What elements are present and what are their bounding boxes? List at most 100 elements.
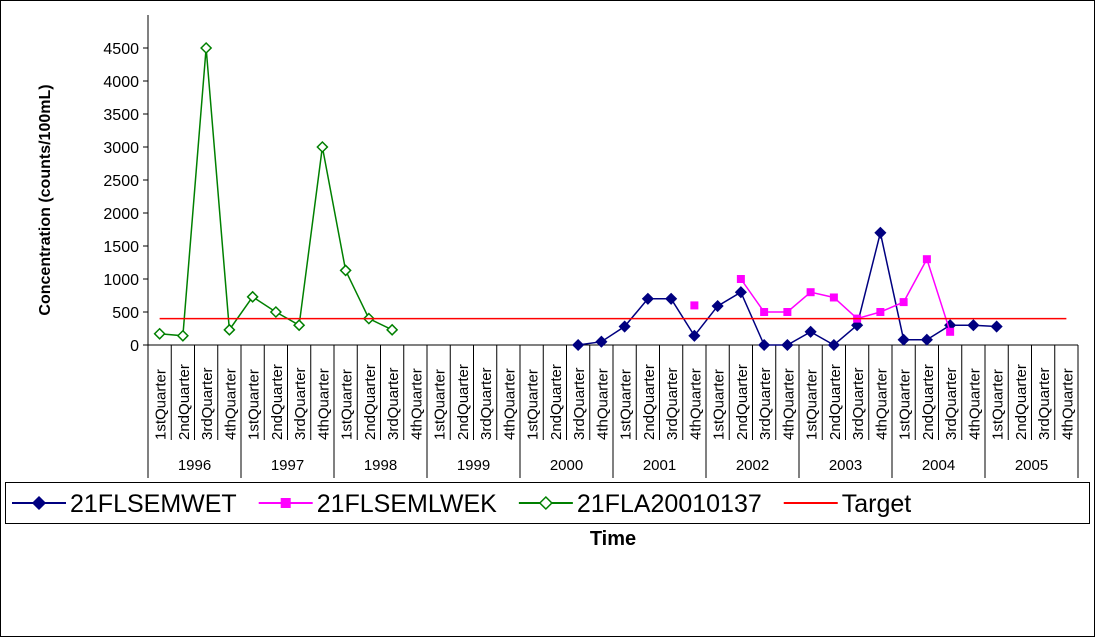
data-point	[922, 255, 931, 264]
year-label: 2005	[1015, 457, 1048, 474]
data-point	[176, 329, 189, 342]
x-tick-label: 2ndQuarter	[1013, 364, 1030, 440]
x-tick-label: 2ndQuarter	[269, 364, 286, 440]
data-point	[246, 290, 259, 303]
data-point	[760, 308, 769, 316]
legend-label: 21FLSEMWET	[70, 490, 237, 518]
year-label: 1997	[271, 457, 304, 474]
y-tick-label: 1000	[103, 272, 139, 289]
data-point	[688, 329, 701, 342]
y-tick-label: 3500	[103, 107, 139, 124]
year-label: 2000	[550, 457, 583, 474]
year-label: 2004	[922, 457, 955, 474]
data-point	[153, 327, 166, 340]
data-point	[946, 327, 955, 336]
y-tick-label: 500	[112, 305, 139, 322]
x-tick-label: 1stQuarter	[804, 369, 821, 440]
x-tick-label: 3rdQuarter	[571, 367, 588, 440]
x-tick-label: 2ndQuarter	[827, 364, 844, 440]
data-point	[386, 323, 399, 336]
data-point	[665, 292, 678, 305]
data-point	[920, 333, 933, 346]
data-point	[572, 338, 585, 352]
legend-marker	[538, 495, 553, 511]
x-tick-label: 2ndQuarter	[176, 364, 193, 440]
data-point	[316, 140, 329, 154]
x-tick-label: 4thQuarter	[222, 368, 239, 440]
x-tick-label: 1stQuarter	[990, 369, 1007, 440]
year-label: 2001	[643, 457, 676, 474]
x-tick-label: 2ndQuarter	[641, 364, 658, 440]
x-tick-label: 1stQuarter	[153, 369, 170, 440]
data-point	[223, 323, 236, 336]
data-point	[293, 319, 306, 332]
data-point	[641, 292, 654, 305]
y-tick-label: 4500	[103, 41, 139, 58]
y-tick-label: 3000	[103, 140, 139, 157]
data-point	[990, 320, 1003, 333]
x-tick-label: 3rdQuarter	[478, 367, 495, 440]
data-point	[829, 293, 838, 302]
y-tick-label: 4000	[103, 74, 139, 91]
x-tick-label: 3rdQuarter	[199, 367, 216, 440]
x-tick-label: 3rdQuarter	[385, 367, 402, 440]
legend-marker	[31, 495, 47, 511]
x-tick-label: 1stQuarter	[618, 369, 635, 440]
x-tick-label: 4thQuarter	[780, 368, 797, 440]
x-tick-label: 4thQuarter	[408, 368, 425, 440]
data-point	[618, 320, 631, 333]
data-point	[595, 335, 608, 348]
data-point	[339, 264, 352, 277]
data-point	[711, 299, 724, 313]
x-tick-label: 4thQuarter	[594, 368, 611, 440]
x-tick-label: 3rdQuarter	[292, 367, 309, 440]
x-tick-label: 2ndQuarter	[455, 364, 472, 440]
data-point	[783, 308, 792, 316]
data-point	[781, 338, 794, 352]
data-point	[806, 288, 815, 297]
x-tick-label: 3rdQuarter	[850, 367, 867, 440]
data-point	[967, 319, 980, 332]
x-tick-label: 1stQuarter	[432, 369, 449, 440]
x-tick-label: 4thQuarter	[1059, 368, 1076, 440]
data-point	[827, 338, 840, 352]
legend-label: 21FLSEMLWEK	[317, 490, 497, 518]
x-tick-label: 4thQuarter	[501, 368, 518, 440]
x-tick-label: 2ndQuarter	[548, 364, 565, 440]
x-tick-label: 1stQuarter	[897, 369, 914, 440]
legend-marker	[280, 498, 291, 508]
data-point	[758, 338, 771, 352]
x-tick-label: 3rdQuarter	[943, 367, 960, 440]
data-point	[899, 298, 908, 307]
data-point	[874, 226, 887, 239]
y-tick-label: 2500	[103, 173, 139, 190]
year-label: 2002	[736, 457, 769, 474]
legend-label: Target	[842, 490, 912, 518]
y-axis-label: Concentration (counts/100mL)	[37, 84, 54, 315]
year-label: 1998	[364, 457, 397, 474]
x-tick-label: 2ndQuarter	[362, 364, 379, 440]
data-point	[690, 301, 699, 310]
x-tick-label: 1stQuarter	[525, 369, 542, 440]
x-axis-label: Time	[590, 528, 636, 550]
data-point	[897, 333, 910, 346]
legend-label: 21FLA20010137	[577, 490, 762, 518]
data-point	[734, 286, 747, 299]
x-tick-label: 1stQuarter	[339, 369, 356, 440]
x-tick-label: 4thQuarter	[315, 368, 332, 440]
y-tick-label: 2000	[103, 206, 139, 223]
year-label: 1996	[178, 457, 211, 474]
data-point	[200, 41, 213, 55]
x-tick-label: 4thQuarter	[687, 368, 704, 440]
x-tick-label: 3rdQuarter	[757, 367, 774, 440]
x-tick-label: 3rdQuarter	[664, 367, 681, 440]
x-tick-label: 2ndQuarter	[920, 364, 937, 440]
x-tick-label: 1stQuarter	[246, 369, 263, 440]
y-tick-label: 1500	[103, 239, 139, 256]
x-tick-label: 1stQuarter	[711, 369, 728, 440]
data-point	[804, 325, 817, 338]
year-label: 1999	[457, 457, 490, 474]
x-tick-label: 2ndQuarter	[734, 364, 751, 440]
y-tick-label: 0	[130, 338, 139, 355]
